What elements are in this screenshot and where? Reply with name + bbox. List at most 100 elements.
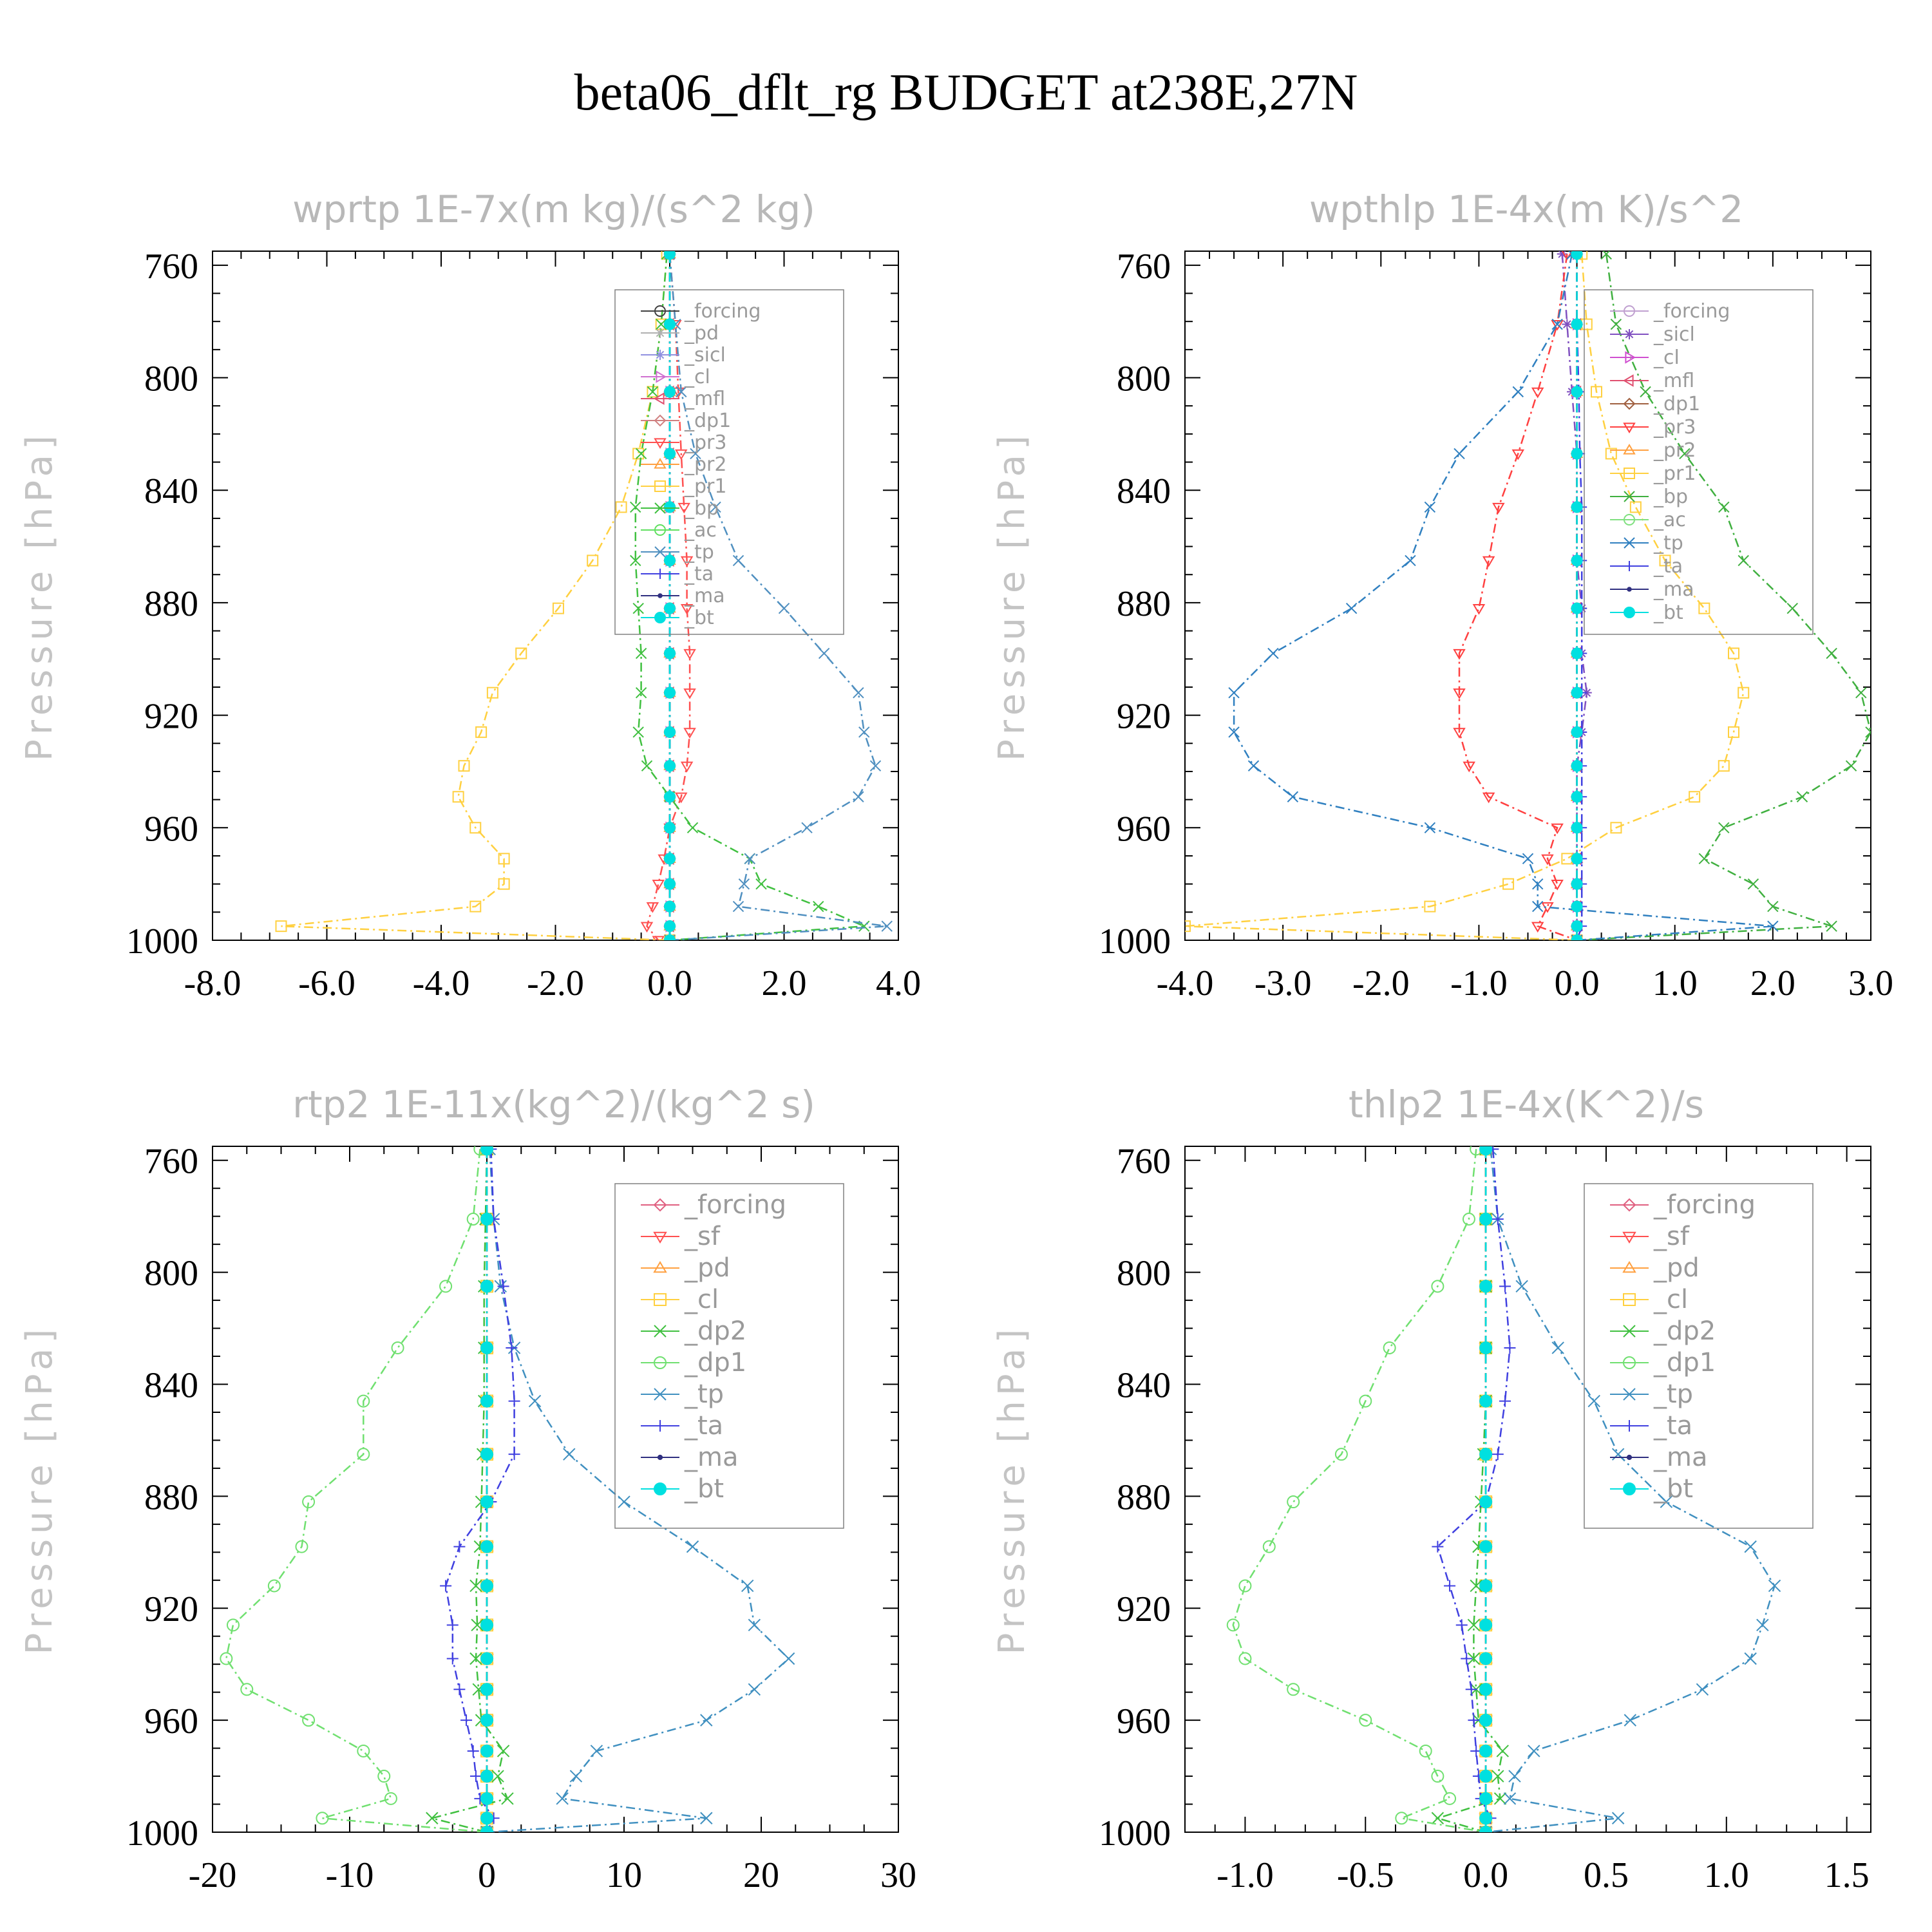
data-point-tp [1551, 318, 1563, 330]
legend-marker [1624, 491, 1635, 502]
data-point-bt [664, 501, 676, 513]
series-line-bp [634, 254, 865, 940]
legend-marker [1624, 561, 1634, 571]
legend-entry: _ta [1653, 1411, 1692, 1441]
data-point-bt [1479, 1770, 1493, 1783]
data-point-dp2 [426, 1812, 439, 1824]
legend-entry: _forcing [1653, 1190, 1756, 1220]
data-point-bt [1479, 1812, 1493, 1825]
panel-title: thlp2 1E-4x(K^2)/s [1349, 1083, 1704, 1126]
legend-marker [1622, 1198, 1636, 1212]
legend-marker [654, 458, 667, 469]
data-point-bt [1571, 878, 1583, 890]
data-point-dp1 [357, 1744, 370, 1757]
legend-entry: _ac [684, 519, 717, 542]
x-tick-label: -8.0 [184, 963, 242, 1003]
series-line-tp [486, 1149, 790, 1832]
data-point-ta [1465, 1683, 1477, 1696]
data-point-pr3 [1511, 449, 1525, 460]
panel-title: rtp2 1E-11x(kg^2)/(kg^2 s) [292, 1083, 815, 1126]
data-point-ta [1504, 1341, 1516, 1354]
data-point-bt [664, 934, 676, 940]
data-point-ta [446, 1619, 459, 1631]
data-point-pr3 [1482, 792, 1495, 804]
data-point-tp [528, 1394, 542, 1408]
legend-entry: _ma [1653, 1443, 1707, 1472]
data-point-bt [1479, 1579, 1493, 1593]
data-point-dp2 [1492, 1770, 1504, 1783]
data-point-tp [778, 602, 790, 614]
data-point-pr1 [475, 726, 488, 738]
data-point-tp [853, 687, 864, 699]
legend-marker [1623, 1293, 1636, 1306]
data-point-pr1 [1605, 448, 1617, 460]
legend-entry: _tp [1653, 532, 1683, 554]
data-point-ta [508, 1395, 520, 1407]
data-point-tp [1267, 647, 1279, 659]
legend-marker [654, 305, 666, 317]
data-point-bt [664, 900, 676, 913]
legend-marker [1622, 1231, 1636, 1244]
y-tick-label: 800 [1117, 359, 1171, 399]
legend-marker [658, 593, 663, 598]
data-point-dp1 [302, 1714, 316, 1727]
legend-entry: _sicl [1653, 323, 1695, 346]
data-point-dp1 [1395, 1812, 1408, 1825]
legend-entry: _forcing [684, 300, 761, 323]
data-point-tp [782, 1652, 795, 1665]
data-point-tp [1611, 1812, 1625, 1824]
legend-marker [653, 1198, 667, 1212]
legend-entry: _dp1 [1653, 1348, 1716, 1378]
data-point-bt [480, 1146, 493, 1156]
chart-panel-2: wpthlp 1E-4x(m K)/s^2 Pressure [hPa] 760 80… [991, 187, 1893, 1003]
legend-entry: _tp [684, 541, 714, 564]
series-line-dp1 [1232, 1149, 1486, 1832]
data-point-pr1 [632, 448, 645, 460]
legend-entry: _ma [1653, 578, 1694, 601]
data-point-dp1 [302, 1495, 316, 1509]
data-point-tp [1247, 760, 1260, 772]
data-point-dp1 [1359, 1714, 1372, 1727]
legend-marker [653, 1231, 667, 1244]
legend-entry: _forcing [684, 1190, 786, 1220]
data-point-ta [1499, 1395, 1511, 1407]
data-point-pr1 [1502, 878, 1515, 890]
data-point-dp2 [1496, 1745, 1509, 1757]
series-line-pr3 [646, 254, 691, 940]
plot-frame [1184, 1146, 1871, 1833]
data-point-tp [1532, 900, 1544, 913]
chart-panel-1: wprtp 1E-7x(m kg)/(s^2 kg) Pressure [hPa]… [19, 187, 921, 1003]
legend-marker [654, 392, 665, 405]
data-point-dp1 [384, 1792, 397, 1805]
data-point-pr3 [675, 792, 688, 804]
data-point-pr3 [680, 604, 694, 615]
legend-marker [1623, 374, 1634, 387]
data-point-dp2 [469, 1579, 482, 1593]
legend-entry: _dp2 [684, 1316, 746, 1346]
y-tick-label: 960 [1117, 809, 1171, 849]
series-group [220, 1146, 795, 1832]
legend-entry: _tp [1653, 1379, 1693, 1409]
legend-entry: _bt [1653, 1474, 1693, 1504]
data-point-tp [869, 760, 882, 772]
data-point-ta [1468, 1714, 1480, 1727]
legend-marker [1626, 1454, 1633, 1461]
data-point-dp1 [267, 1579, 281, 1593]
data-point-pr3 [683, 649, 696, 660]
data-point-bt [664, 448, 676, 460]
data-point-bp [1738, 554, 1749, 567]
series-line-pr3 [1458, 254, 1578, 940]
data-point-pr1 [515, 647, 527, 659]
data-point-pr1 [1629, 501, 1642, 513]
x-tick-label: -0.5 [1337, 1855, 1394, 1895]
legend-marker [654, 1388, 667, 1401]
legend-entry: _bt [684, 1474, 724, 1504]
data-point-bp [632, 602, 644, 614]
legend-entry: _ta [1653, 555, 1683, 578]
y-tick-label: 800 [144, 359, 198, 399]
legend-marker [654, 524, 666, 536]
data-point-dp1 [1238, 1579, 1252, 1593]
y-tick-label: 880 [144, 584, 198, 624]
data-point-pr1 [1610, 822, 1622, 834]
